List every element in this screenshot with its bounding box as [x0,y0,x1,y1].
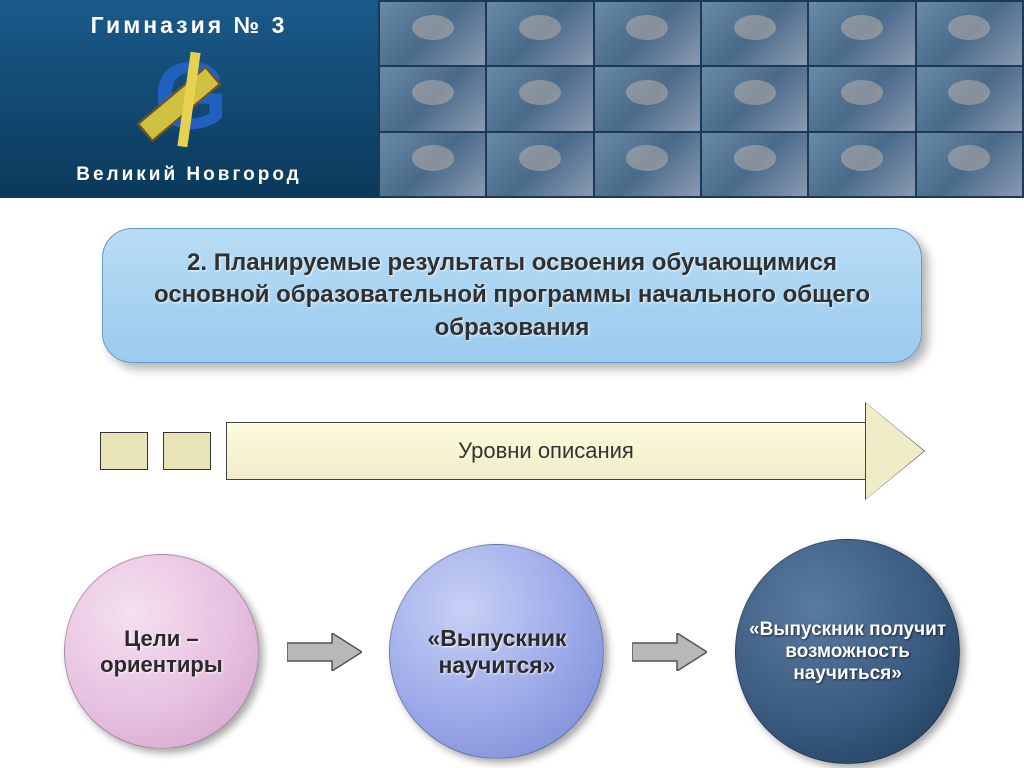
photo-tile [917,133,1022,196]
connector-arrow-icon [287,633,362,671]
photo-tile [702,67,807,130]
circle-label: «Выпускник научится» [400,625,593,679]
photo-tile [380,67,485,130]
main-content: 2. Планируемые результаты освоения обуча… [0,198,1024,768]
photo-tile [809,2,914,65]
circle-goals: Цели – ориентиры [64,554,259,749]
photo-tile [487,67,592,130]
photo-tile [702,133,807,196]
photo-tile [702,2,807,65]
levels-arrow-label: Уровни описания [458,438,634,464]
photo-tile [380,2,485,65]
photo-tile [595,133,700,196]
photo-tile [809,67,914,130]
photo-tile [917,2,1022,65]
section-title-text: 2. Планируемые результаты освоения обуча… [143,247,881,344]
connector-arrow-icon [632,633,707,671]
circles-row: Цели – ориентиры «Выпускник научится» «В… [40,539,984,764]
photo-tile [487,2,592,65]
photo-tile [487,133,592,196]
photo-tile [917,67,1022,130]
photo-tile [809,133,914,196]
photo-tile [595,67,700,130]
levels-arrow-row: Уровни описания [40,403,984,499]
circle-graduate-opportunity: «Выпускник получит возможность научиться… [735,539,960,764]
arrow-pre-block [163,432,211,470]
circle-label: Цели – ориентиры [75,626,248,678]
levels-arrow-body: Уровни описания [226,422,866,480]
photo-tile [595,2,700,65]
school-logo: G [134,42,244,162]
arrow-pre-block [100,432,148,470]
circle-graduate-learns: «Выпускник научится» [389,544,604,759]
section-title-box: 2. Планируемые результаты освоения обуча… [102,228,922,363]
photo-tile [380,133,485,196]
city-name: Великий Новгород [76,164,302,186]
header-banner: Гимназия № 3 G Великий Новгород [0,0,1024,198]
circle-label: «Выпускник получит возможность научиться… [746,619,949,685]
levels-arrow-head-icon [866,403,924,499]
photo-collage-grid [378,0,1024,198]
logo-area: G [134,39,244,164]
header-left-panel: Гимназия № 3 G Великий Новгород [0,0,378,198]
school-name: Гимназия № 3 [91,12,288,39]
